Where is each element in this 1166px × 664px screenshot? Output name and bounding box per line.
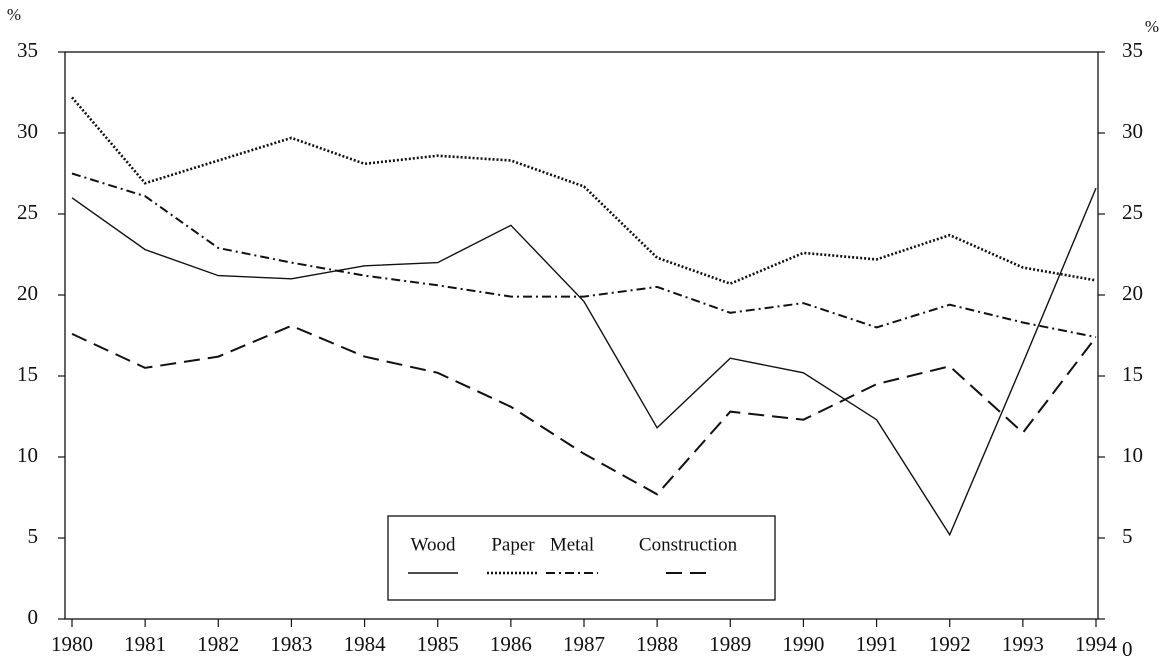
y-tick-label: 35 — [17, 38, 38, 62]
x-tick-label: 1993 — [1002, 632, 1044, 656]
y2-tick-label: 20 — [1122, 281, 1143, 305]
y-tick-label: 25 — [17, 200, 38, 224]
legend-label: Construction — [639, 534, 738, 555]
x-tick-label: 1985 — [417, 632, 459, 656]
y2-tick-label: 0 — [1122, 637, 1133, 661]
y-tick-label: 30 — [17, 119, 38, 143]
y-unit: % — [7, 5, 21, 24]
y2-tick-label: 5 — [1122, 524, 1133, 548]
y-tick-label: 5 — [28, 524, 39, 548]
x-tick-label: 1990 — [782, 632, 824, 656]
y2-tick-label: 15 — [1122, 362, 1143, 386]
x-tick-label: 1981 — [124, 632, 166, 656]
x-tick-label: 1980 — [51, 632, 93, 656]
x-tick-label: 1989 — [709, 632, 751, 656]
y2-unit: % — [1145, 17, 1159, 36]
x-tick-label: 1988 — [636, 632, 678, 656]
y-tick-label: 0 — [28, 605, 39, 629]
x-tick-label: 1983 — [270, 632, 312, 656]
legend-label: Wood — [411, 534, 456, 555]
y2-tick-label: 10 — [1122, 443, 1143, 467]
y-tick-label: 15 — [17, 362, 38, 386]
x-tick-label: 1986 — [490, 632, 532, 656]
x-tick-label: 1991 — [856, 632, 898, 656]
x-tick-label: 1994 — [1075, 632, 1118, 656]
y2-tick-label: 35 — [1122, 38, 1143, 62]
y-tick-label: 20 — [17, 281, 38, 305]
y-tick-label: 10 — [17, 443, 38, 467]
y2-tick-label: 30 — [1122, 119, 1143, 143]
legend-label: Paper — [491, 534, 535, 555]
y2-tick-label: 25 — [1122, 200, 1143, 224]
x-tick-label: 1992 — [929, 632, 971, 656]
series-line — [71, 324, 1097, 496]
series-line — [71, 172, 1097, 339]
legend-box — [387, 515, 776, 601]
x-tick-label: 1982 — [197, 632, 239, 656]
legend-label: Metal — [550, 534, 594, 555]
series-line — [71, 187, 1097, 537]
x-tick-label: 1987 — [563, 632, 605, 656]
series-line — [71, 96, 1097, 286]
plot-frame — [64, 51, 1099, 620]
x-tick-label: 1984 — [344, 632, 387, 656]
